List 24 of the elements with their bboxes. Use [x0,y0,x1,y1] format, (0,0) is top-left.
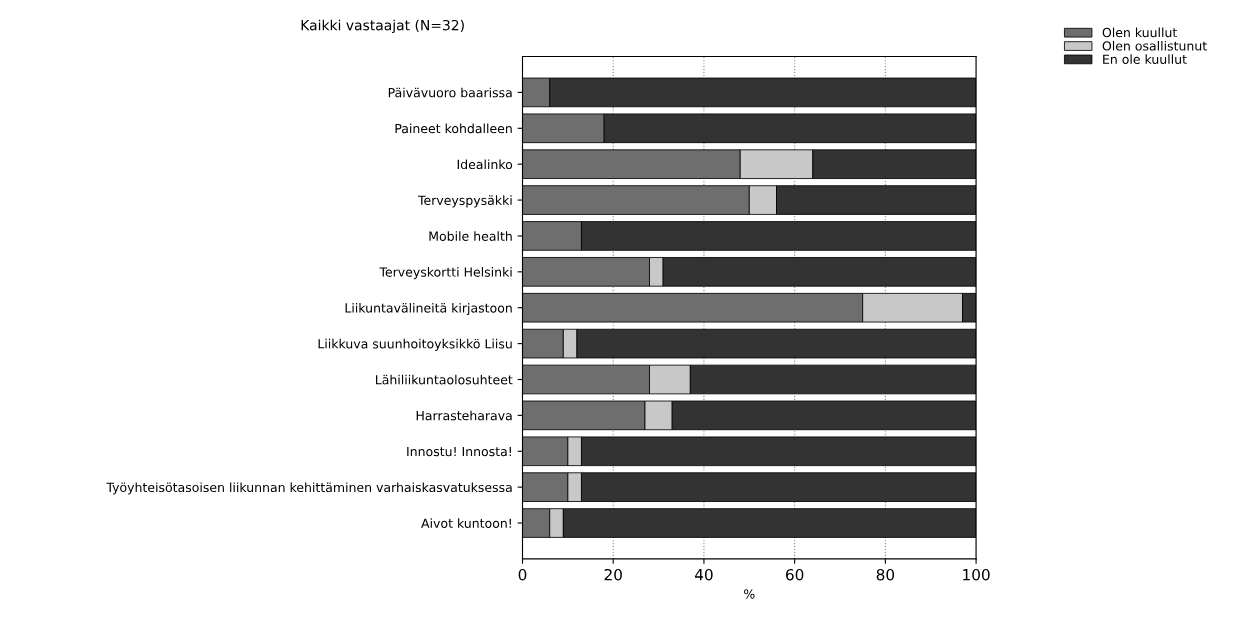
y-tick-label: Päivävuoro baarissa [388,87,512,98]
text: Kaikki vastaajat (N=32) [301,19,464,34]
y-tick-label: Harrasteharava [416,410,512,421]
y-tick-label: Liikkuva suunhoitoyksikkö Liisu [318,338,512,351]
y-tick-label: Paineet kohdalleen [395,123,512,134]
y-tick-label: Aivot kuntoon! [421,518,511,528]
y-tick-label: Mobile health [429,231,512,241]
x-tick-label: 0 [518,568,527,581]
y-tick-label: Terveyskortti Helsinki [379,267,512,280]
legend-label: En ole kuullut [1103,54,1187,64]
legend-label: Olen osallistunut [1102,40,1207,51]
x-tick-label: 40 [694,568,713,581]
x-tick-label: 60 [786,568,804,581]
x-tick-label: 80 [876,568,895,581]
x-tick-label: 100 [963,568,990,581]
y-tick-label: Liikuntavälineitä kirjastoon [345,302,512,316]
x-axis-title: % [744,589,755,599]
legend-label: Olen kuullut [1102,27,1178,38]
y-tick-label: Lähiliikuntaolosuhteet [376,374,513,385]
y-tick-label: Innostu! Innosta! [407,446,511,457]
y-tick-label: Työyhteisötasoisen liikunnan kehittäminen varhaiskasvatuksessa [106,482,512,495]
x-tick-label: 20 [604,568,622,581]
y-tick-label: Idealinko [457,159,513,170]
y-tick-label: Terveyspysäkki [417,195,512,208]
